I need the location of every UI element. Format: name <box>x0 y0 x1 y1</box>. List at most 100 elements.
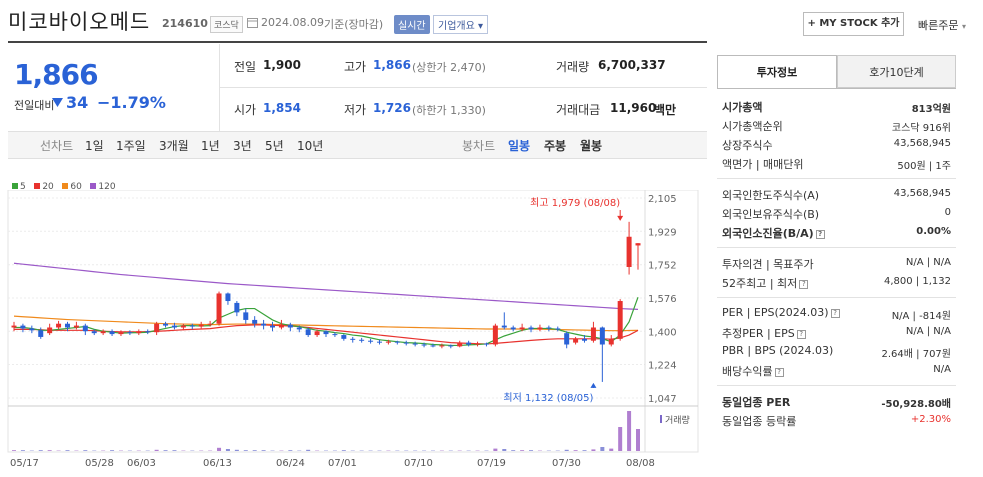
quote-date: 2024.08.09 <box>261 16 324 29</box>
help-icon[interactable]: ? <box>815 229 825 239</box>
candle-body <box>163 323 169 326</box>
candle-body <box>546 327 552 329</box>
change-label: 전일대비 <box>14 99 55 112</box>
info-value: 4,800 | 1,132 <box>884 276 951 287</box>
candle-body <box>73 325 79 328</box>
candle-body <box>501 325 507 328</box>
volume-bar <box>573 450 578 451</box>
info-value: N/A <box>933 364 951 375</box>
company-overview-label: 기업개요 <box>438 21 475 32</box>
volume-bar <box>618 427 623 451</box>
info-label: 투자의견 | 목표주가 <box>722 258 814 271</box>
candle-body <box>421 344 427 346</box>
candle-body <box>573 338 579 343</box>
volume-bar <box>110 450 115 451</box>
x-tick-label: 06/13 <box>203 458 232 469</box>
stock-code: 214610 <box>162 17 208 30</box>
period-10y[interactable]: 10년 <box>297 139 324 153</box>
ma-legend: 5 20 60 120 <box>12 182 116 192</box>
quick-order-label: 빠른주문 <box>918 19 959 32</box>
candle-chart-label: 봉차트 <box>462 139 496 153</box>
volume-bar <box>243 450 248 451</box>
ma120-line <box>13 262 639 310</box>
info-label: 시가총액순위 <box>722 120 783 133</box>
market-badge: 코스닥 <box>210 16 243 33</box>
volume-bar <box>20 450 25 451</box>
chart-frame <box>7 190 699 453</box>
info-label: 외국인한도주식수(A) <box>722 189 820 202</box>
quick-order-button[interactable]: 빠른주문 ▾ <box>918 17 966 33</box>
volume-bar <box>600 447 605 451</box>
panel-divider <box>717 247 956 248</box>
x-tick-label: 07/01 <box>328 458 357 469</box>
ma120-label: 120 <box>98 182 116 192</box>
help-icon[interactable]: ? <box>796 329 806 339</box>
volume-legend-swatch <box>660 415 662 423</box>
candle-body <box>457 342 463 347</box>
candle-body <box>475 343 481 345</box>
candle-body <box>332 334 338 336</box>
ma5-swatch <box>12 183 18 189</box>
candle-body <box>510 327 516 330</box>
ma60-label: 60 <box>70 182 82 192</box>
candle-body <box>555 328 561 330</box>
candle-weekly[interactable]: 주봉 <box>544 139 567 153</box>
period-1d[interactable]: 1일 <box>85 139 104 153</box>
info-value: N/A | -814원 <box>891 311 951 322</box>
volume-bar <box>493 448 498 451</box>
candle-monthly[interactable]: 월봉 <box>580 139 603 153</box>
period-1y[interactable]: 1년 <box>201 139 220 153</box>
period-5y[interactable]: 5년 <box>265 139 284 153</box>
candle-body <box>376 341 382 343</box>
panel-divider <box>717 178 956 179</box>
candle-body <box>430 345 436 347</box>
x-tick-label: 08/08 <box>626 458 655 469</box>
candle-body <box>385 341 391 343</box>
company-overview-dropdown[interactable]: 기업개요 ▾ <box>433 15 489 34</box>
x-tick-label: 07/19 <box>477 458 506 469</box>
period-3m[interactable]: 3개월 <box>159 139 189 153</box>
tab-orderbook[interactable]: 호가10단계 <box>837 55 956 88</box>
candle-body <box>582 338 588 341</box>
help-icon[interactable]: ? <box>830 308 840 318</box>
current-price: 1,866 <box>14 58 99 91</box>
info-value: 0 <box>944 207 951 218</box>
info-label: 외국인소진율(B/A)? <box>722 225 825 241</box>
candle-body <box>180 325 186 328</box>
tab-investment-info[interactable]: 투자정보 <box>717 55 837 88</box>
volume-bar <box>261 450 266 451</box>
candle-body <box>270 325 276 328</box>
candle-body <box>278 324 284 328</box>
volume-legend-label: 거래량 <box>665 414 690 426</box>
volume-bar <box>234 449 239 451</box>
y-tick-label: 1,400 <box>648 327 677 338</box>
candle-daily[interactable]: 일봉 <box>508 139 531 153</box>
x-tick-label: 07/10 <box>404 458 433 469</box>
help-icon[interactable]: ? <box>774 367 784 377</box>
volume-bar <box>217 447 222 451</box>
low-label: 저가 <box>344 103 367 117</box>
add-mystock-button[interactable]: + MY STOCK 추가 <box>803 12 904 36</box>
candle-body <box>136 331 142 334</box>
period-1w[interactable]: 1주일 <box>116 139 146 153</box>
period-3y[interactable]: 3년 <box>233 139 252 153</box>
high-arrow-head <box>617 215 624 221</box>
prev-close-label: 전일 <box>234 60 257 74</box>
candle-body <box>56 323 62 328</box>
volume-bar <box>38 450 43 451</box>
candle-body <box>216 293 222 324</box>
info-label: 액면가 | 매매단위 <box>722 158 804 171</box>
lower-limit: (하한가 1,330) <box>412 104 486 117</box>
x-tick-label: 05/17 <box>10 458 39 469</box>
volume-bar <box>83 450 88 451</box>
down-triangle-icon <box>52 98 63 107</box>
volume-bar <box>341 450 346 451</box>
info-label: 상장주식수 <box>722 139 773 152</box>
info-value: N/A | N/A <box>905 257 951 268</box>
ma20-label: 20 <box>42 182 54 192</box>
info-label: 시가총액 <box>722 101 763 114</box>
help-icon[interactable]: ? <box>799 279 809 289</box>
y-tick-label: 1,224 <box>648 361 677 372</box>
realtime-button[interactable]: 실시간 <box>394 15 430 34</box>
candle-body <box>82 325 88 332</box>
